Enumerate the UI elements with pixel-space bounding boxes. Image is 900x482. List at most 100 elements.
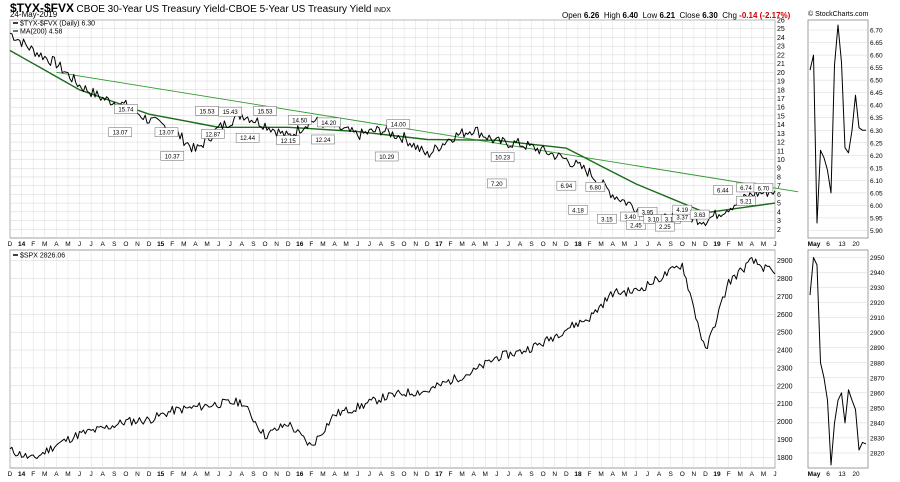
yield-y-axis-tick-label: 26	[777, 18, 785, 25]
spx-x-axis-tick-label: A	[240, 471, 245, 478]
yield-x-axis-tick-label: J	[78, 241, 81, 248]
yield-x-axis-tick-label: M	[204, 241, 209, 248]
yield-x-axis-tick-label: S	[251, 241, 256, 248]
spx-x-axis-tick-label: S	[251, 471, 256, 478]
yield-y-axis-tick-label: 19	[777, 79, 785, 86]
price-annotation-box	[713, 185, 733, 195]
price-annotation-box	[626, 220, 646, 230]
yield-zoom-y-axis-tick-label: 6.60	[870, 53, 883, 60]
spx-x-axis-tick-label: N	[413, 471, 418, 478]
spx-y-axis-tick-label: 2500	[777, 330, 793, 337]
exchange: INDX	[374, 7, 391, 14]
price-annotation-box	[753, 183, 774, 193]
spx-x-axis-tick-label: O	[402, 471, 407, 478]
spx-x-axis-tick-label: J	[495, 471, 498, 478]
spx-zoom-y-axis-tick-label: 2880	[870, 360, 885, 367]
price-annotation-label: 10.23	[495, 156, 511, 162]
spx-x-axis-tick-label: D	[703, 471, 708, 478]
spx-x-axis-tick-label: A	[101, 471, 106, 478]
spx-x-axis-tick-label: M	[459, 471, 464, 478]
price-annotation-box	[672, 204, 693, 215]
price-annotation-box	[154, 127, 179, 137]
spx-x-axis-tick-label: J	[78, 471, 81, 478]
yield-x-axis-tick-label: M	[483, 241, 488, 248]
spx-x-axis-tick-label: J	[507, 471, 510, 478]
yield-x-axis-tick-label: F	[309, 241, 313, 248]
yield-x-axis-tick-label: N	[274, 241, 279, 248]
price-annotation-box	[487, 178, 507, 189]
yield-zoom-x-label: 13	[838, 241, 846, 248]
price-annotation-box	[114, 104, 138, 114]
price-annotation-label: 14.20	[321, 121, 337, 127]
yield-zoom-y-axis-tick-label: 6.45	[870, 90, 883, 97]
price-annotation-box	[288, 115, 312, 125]
spx-x-axis-tick-label: A	[379, 471, 384, 478]
price-annotation-box	[736, 196, 756, 206]
yield-x-axis-tick-label: J	[495, 241, 498, 248]
spx-x-axis-tick-label: F	[727, 471, 731, 478]
yield-x-axis-tick-label: A	[101, 241, 106, 248]
yield-x-axis-tick-label: O	[262, 241, 267, 248]
price-annotation-box	[374, 151, 399, 162]
yield-x-axis-tick-label: J	[217, 241, 220, 248]
spx-x-axis-tick-label: D	[564, 471, 569, 478]
spx-x-axis-tick-label: A	[750, 471, 755, 478]
yield-x-axis-tick-label: O	[402, 241, 407, 248]
spx-zoom-y-axis-tick-label: 2860	[870, 390, 885, 397]
price-annotation-label: 15.53	[200, 109, 216, 115]
spx-price-line	[9, 257, 776, 459]
spx-x-axis-tick-label: O	[680, 471, 685, 478]
yield-x-axis-tick-label: F	[448, 241, 452, 248]
price-annotation-label: 5.21	[740, 199, 752, 205]
spx-x-axis-tick-label: 18	[574, 471, 582, 478]
spx-zoom-y-axis-tick-label: 2850	[870, 405, 885, 412]
yield-y-axis-tick-label: 14	[777, 122, 785, 129]
spx-x-axis-tick-label: A	[193, 471, 198, 478]
spx-x-axis-tick-label: O	[262, 471, 267, 478]
price-annotation-box	[201, 129, 225, 139]
spx-x-axis-tick-label: M	[622, 471, 627, 478]
price-annotation-label: 15.43	[223, 110, 239, 116]
yield-zoom-y-axis-tick-label: 6.65	[870, 40, 883, 47]
spx-y-axis-tick-label: 2800	[777, 276, 793, 283]
yield-x-axis-tick-label: A	[54, 241, 59, 248]
spx-x-axis-tick-label: M	[65, 471, 70, 478]
price-annotation-label: 10.37	[165, 154, 181, 160]
yield-x-axis-tick-label: S	[112, 241, 117, 248]
yield-zoom-x-label: 20	[852, 241, 860, 248]
price-annotation-box	[160, 151, 185, 161]
spx-zoom-y-axis-tick-label: 2910	[870, 315, 885, 322]
yield-x-axis-tick-label: S	[390, 241, 395, 248]
spx-x-axis-tick-label: A	[332, 471, 337, 478]
spx-zoom-y-axis-tick-label: 2900	[870, 330, 885, 337]
spx-zoom-y-axis-tick-label: 2830	[870, 435, 885, 442]
low-value: 6.21	[659, 11, 676, 20]
spx-zoom-x-label: May	[808, 471, 821, 478]
spx-y-axis-tick-label: 2900	[777, 258, 793, 265]
legend-ma: MA(200) 4.58	[20, 29, 63, 36]
yield-y-axis-tick-label: 5	[777, 201, 781, 208]
yield-y-axis-tick-label: 2	[777, 227, 781, 234]
spx-zoom-line	[809, 257, 867, 466]
spx-x-axis-tick-label: J	[773, 471, 776, 478]
yield-y-axis-tick-label: 16	[777, 105, 785, 112]
yield-y-axis-tick-label: 12	[777, 140, 785, 147]
yield-zoom-y-axis-tick-label: 6.15	[870, 165, 883, 172]
spx-zoom-y-axis-tick-label: 2820	[870, 450, 885, 457]
price-annotation-box	[689, 209, 710, 220]
yield-y-axis-tick-label: 6	[777, 192, 781, 199]
yield-y-axis-tick-label: 22	[777, 52, 785, 59]
yield-zoom-y-axis-tick-label: 5.90	[870, 228, 883, 235]
price-annotation-label: 4.18	[572, 208, 584, 214]
close-label: Close	[679, 11, 700, 20]
high-label: High	[603, 11, 621, 20]
yield-x-axis-tick-label: N	[135, 241, 140, 248]
chart-header: $TYX-$FVX CBOE 30-Year US Treasury Yield…	[0, 0, 900, 20]
price-annotation-label: 15.74	[118, 107, 134, 113]
price-annotation-label: 12.24	[315, 138, 331, 144]
spx-x-axis-tick-label: S	[529, 471, 534, 478]
ohlc-readout: Open 6.26 High 6.40 Low 6.21 Close 6.30 …	[562, 11, 790, 20]
spx-y-axis-tick-label: 2000	[777, 419, 793, 426]
yield-x-axis-tick-label: A	[240, 241, 245, 248]
